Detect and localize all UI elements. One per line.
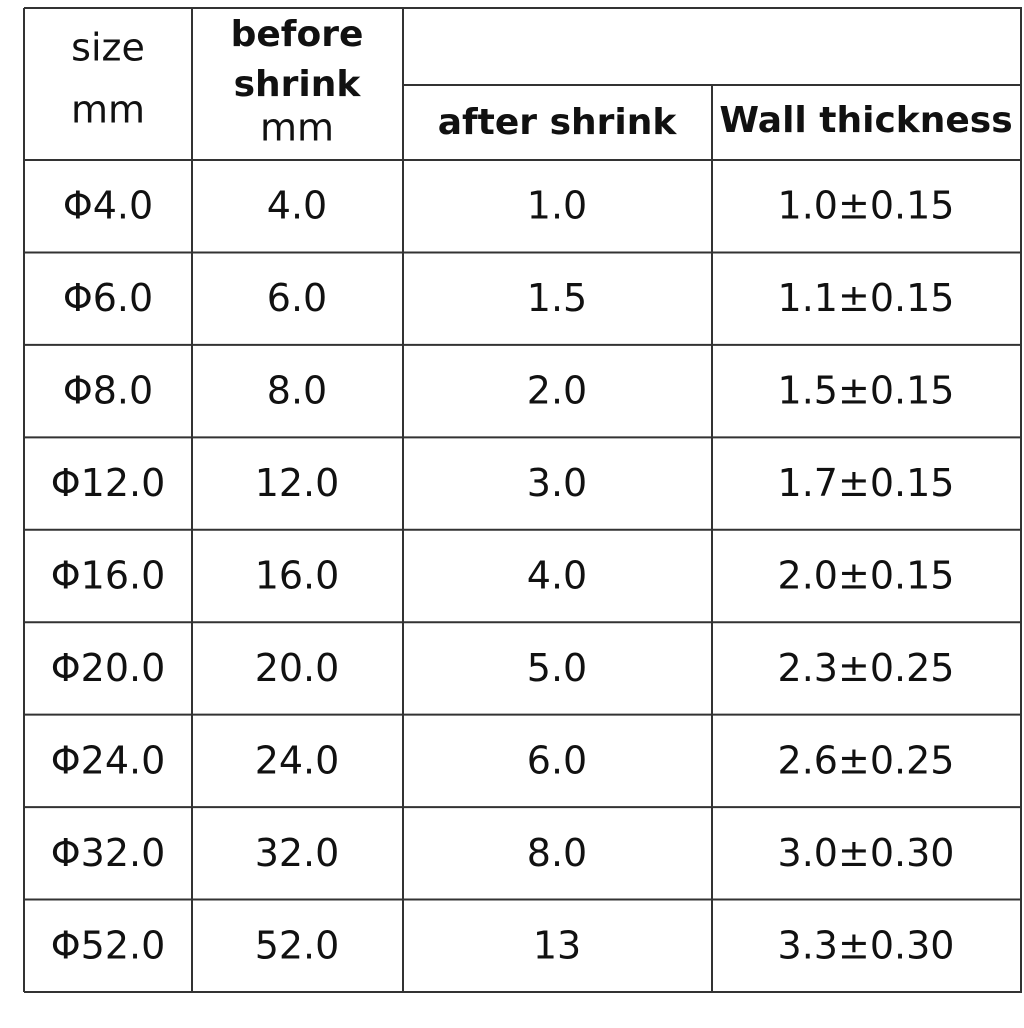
after-shrink-cell: 4.0 bbox=[527, 554, 587, 598]
wall-thickness-cell: 3.0±0.30 bbox=[778, 831, 955, 875]
after-shrink-cell: 2.0 bbox=[527, 369, 587, 413]
header-size-unit: mm bbox=[71, 88, 145, 132]
table-grid bbox=[23, 7, 1022, 992]
wall-thickness-cell: 1.5±0.15 bbox=[778, 369, 955, 413]
before-shrink-cell: 20.0 bbox=[255, 646, 340, 690]
before-shrink-cell: 6.0 bbox=[267, 276, 327, 320]
size-cell: Φ8.0 bbox=[63, 369, 153, 413]
after-shrink-cell: 6.0 bbox=[527, 738, 587, 782]
wall-thickness-cell: 2.0±0.15 bbox=[778, 554, 955, 598]
header-before: before bbox=[231, 14, 364, 55]
header-wall-thickness: Wall thickness bbox=[719, 100, 1012, 141]
header-before-unit: mm bbox=[260, 106, 334, 150]
size-cell: Φ32.0 bbox=[51, 831, 166, 875]
after-shrink-cell: 1.0 bbox=[527, 184, 587, 228]
size-cell: Φ12.0 bbox=[51, 461, 166, 505]
size-cell: Φ16.0 bbox=[51, 554, 166, 598]
size-cell: Φ24.0 bbox=[51, 738, 166, 782]
before-shrink-cell: 12.0 bbox=[255, 461, 340, 505]
header-shrink: shrink bbox=[234, 64, 362, 105]
after-shrink-cell: 1.5 bbox=[527, 276, 587, 320]
after-shrink-cell: 8.0 bbox=[527, 831, 587, 875]
before-shrink-cell: 24.0 bbox=[255, 738, 340, 782]
wall-thickness-cell: 1.7±0.15 bbox=[778, 461, 955, 505]
wall-thickness-cell: 2.6±0.25 bbox=[778, 738, 955, 782]
after-shrink-cell: 5.0 bbox=[527, 646, 587, 690]
before-shrink-cell: 16.0 bbox=[255, 554, 340, 598]
size-cell: Φ6.0 bbox=[63, 276, 153, 320]
before-shrink-cell: 52.0 bbox=[255, 923, 340, 967]
wall-thickness-cell: 1.1±0.15 bbox=[778, 276, 955, 320]
before-shrink-cell: 4.0 bbox=[267, 184, 327, 228]
header-size: size bbox=[71, 26, 145, 70]
size-cell: Φ4.0 bbox=[63, 184, 153, 228]
size-cell: Φ52.0 bbox=[51, 923, 166, 967]
before-shrink-cell: 8.0 bbox=[267, 369, 327, 413]
after-shrink-cell: 3.0 bbox=[527, 461, 587, 505]
after-shrink-cell: 13 bbox=[533, 923, 581, 967]
wall-thickness-cell: 1.0±0.15 bbox=[778, 184, 955, 228]
wall-thickness-cell: 2.3±0.25 bbox=[778, 646, 955, 690]
size-cell: Φ20.0 bbox=[51, 646, 166, 690]
wall-thickness-cell: 3.3±0.30 bbox=[778, 923, 955, 967]
before-shrink-cell: 32.0 bbox=[255, 831, 340, 875]
header-after-shrink: after shrink bbox=[438, 102, 678, 143]
